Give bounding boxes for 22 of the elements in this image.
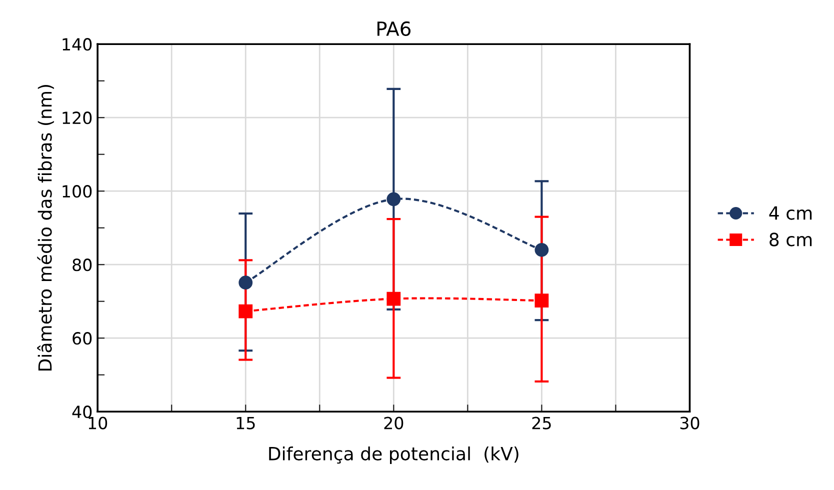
y-tick-label: 60 bbox=[72, 332, 92, 345]
y-tick-label: 80 bbox=[72, 258, 92, 272]
point bbox=[534, 242, 549, 257]
point bbox=[386, 192, 401, 206]
point bbox=[238, 304, 253, 318]
y-tick-label: 140 bbox=[62, 38, 92, 51]
x-tick-label: 25 bbox=[532, 416, 551, 430]
y-tick-label: 40 bbox=[72, 406, 92, 418]
point bbox=[386, 292, 401, 306]
y-tick-label: 120 bbox=[62, 112, 92, 124]
x-tick-label: 10 bbox=[88, 416, 108, 430]
legend-label: 4 cm bbox=[769, 206, 812, 220]
x-tick-label: 30 bbox=[680, 416, 700, 430]
x-tick-label: 20 bbox=[384, 416, 404, 430]
x-tick-label: 15 bbox=[236, 416, 255, 430]
point bbox=[238, 276, 253, 290]
legend-label: 8 cm bbox=[770, 232, 812, 246]
chart-title: PA6 bbox=[377, 21, 411, 36]
y-tick-label: 100 bbox=[62, 185, 92, 198]
point bbox=[534, 294, 549, 308]
y-axis-title: Diâmetro médio das fibras (nm) bbox=[37, 85, 54, 370]
x-axis-title: Diferença de potencial (kV) bbox=[269, 446, 518, 464]
